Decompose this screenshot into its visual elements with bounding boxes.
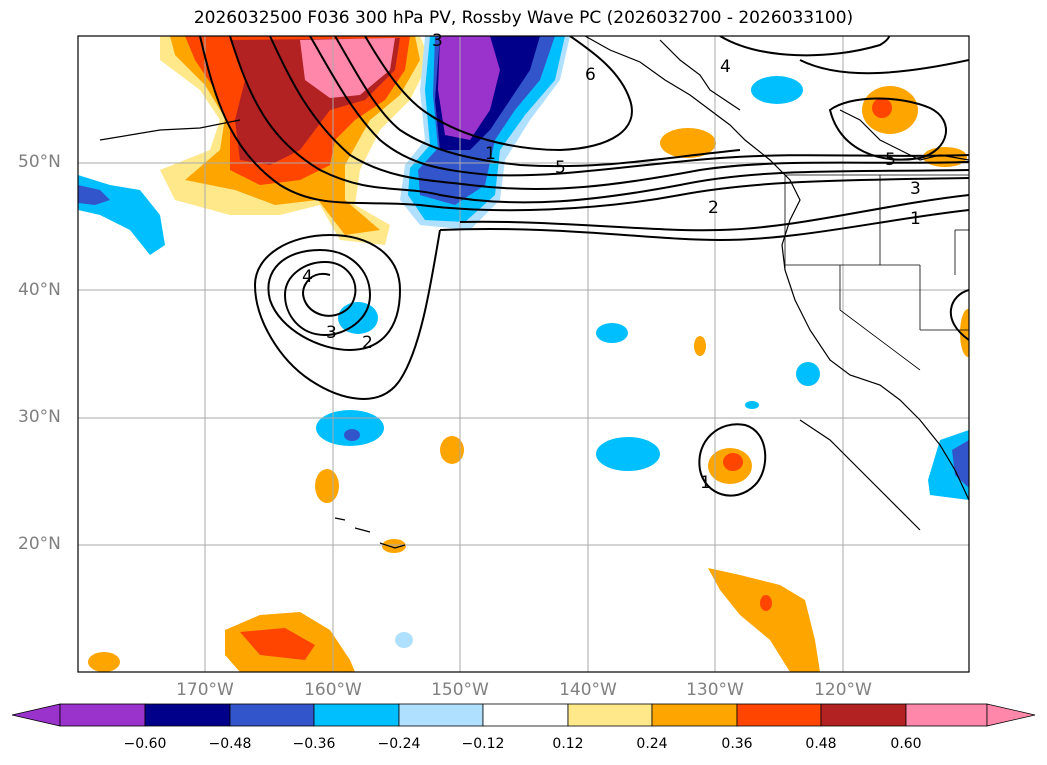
lon-label: 170°W [176,680,234,700]
positive-blob-46n-132w [660,128,716,158]
pv-anomaly-fill [78,36,969,672]
positive-blob-12n-172w [88,652,120,672]
contour-label: 3 [326,323,337,343]
lon-label: 130°W [686,680,744,700]
colorbar-high-extend [986,703,1036,727]
colorbar-tick-label: 0.12 [552,736,584,752]
contour-label: 5 [885,150,896,170]
contour-label: 4 [302,267,313,287]
positive-blob-27n-130w-core [723,453,743,471]
colorbar-tick-label: −0.48 [208,736,252,752]
colorbar-tick-label: 0.24 [636,736,668,752]
colorbar [11,703,1036,727]
graticule [78,36,969,672]
positive-blob-53n-118w-core [872,98,892,118]
colorbar-tick-label: −0.36 [292,736,336,752]
colorbar-tick-label: −0.60 [123,736,167,752]
contour-label: 3 [910,179,921,199]
negative-blob-37n-142w [596,323,628,343]
positive-blob-21n-155w [382,539,406,553]
contour-label: 2 [362,333,373,353]
negative-blob-29n-139w [596,437,660,471]
lon-label: 150°W [431,680,489,700]
negative-anomaly-west-edge [78,175,165,255]
colorbar-swatch [820,703,907,727]
positive-anomaly-northwest-max [300,38,395,98]
positive-blob-30n-152w [440,436,464,464]
colorbar-tick-label: 0.60 [890,736,922,752]
contour-label: 1 [700,473,711,493]
contour-label: 5 [555,158,566,178]
lon-label: 140°W [559,680,617,700]
negative-blob-15n-155w [395,632,413,648]
positive-blob-southeast [708,568,820,672]
contour-label: 4 [720,57,731,77]
rossby-wave-contours [199,36,969,497]
lat-label: 50°N [18,152,61,172]
colorbar-tick-label: 0.48 [805,736,837,752]
positive-blob-south-hawaii-core [240,628,315,660]
colorbar-tick-label: −0.12 [461,736,505,752]
negative-blob-31n-133w [745,401,759,409]
colorbar-swatch [59,703,146,727]
colorbar-swatch [482,703,569,727]
political-borders [784,174,969,371]
contour-label: 6 [585,65,596,85]
negative-blob-east-edge-core [952,440,969,488]
lat-label: 20°N [18,534,61,554]
contour-label: 3 [432,31,443,51]
lon-label: 160°W [304,680,362,700]
positive-blob-25n-160w [315,469,339,503]
lon-label: 120°W [814,680,872,700]
positive-blob-36n-135w [694,336,706,356]
map-title: 2026032500 F036 300 hPa PV, Rossby Wave … [193,8,854,28]
colorbar-tick-label: −0.24 [377,736,421,752]
negative-anomaly-gulf-peak [438,36,500,140]
contour-label: 1 [485,144,496,164]
colorbar-swatch [313,703,400,727]
colorbar-swatch [651,703,738,727]
negative-blob-34n-128w [796,362,820,386]
contour-label: 1 [910,209,921,229]
lat-label: 30°N [18,407,61,427]
colorbar-swatch [736,703,822,727]
map-frame [77,35,970,673]
contour-labels: 3 4 6 5 5 2 3 1 4 3 2 1 1 [302,31,921,493]
positive-blob-southeast-core [760,595,772,611]
negative-blob-32n-158w-core [344,429,360,441]
negative-blob-40n-160w [338,302,378,334]
colorbar-swatch [567,703,653,727]
colorbar-swatch [229,703,315,727]
colorbar-swatch [905,703,988,727]
colorbar-swatch [398,703,484,727]
negative-anomaly-west-edge-core [78,185,110,205]
colorbar-tick-label: 0.36 [721,736,753,752]
colorbar-swatch [144,703,231,727]
colorbar-low-extend [11,703,61,727]
positive-blob-east-edge [960,309,969,357]
lat-label: 40°N [18,280,61,300]
contour-label: 2 [708,198,719,218]
negative-blob-52n-125w [751,76,803,104]
